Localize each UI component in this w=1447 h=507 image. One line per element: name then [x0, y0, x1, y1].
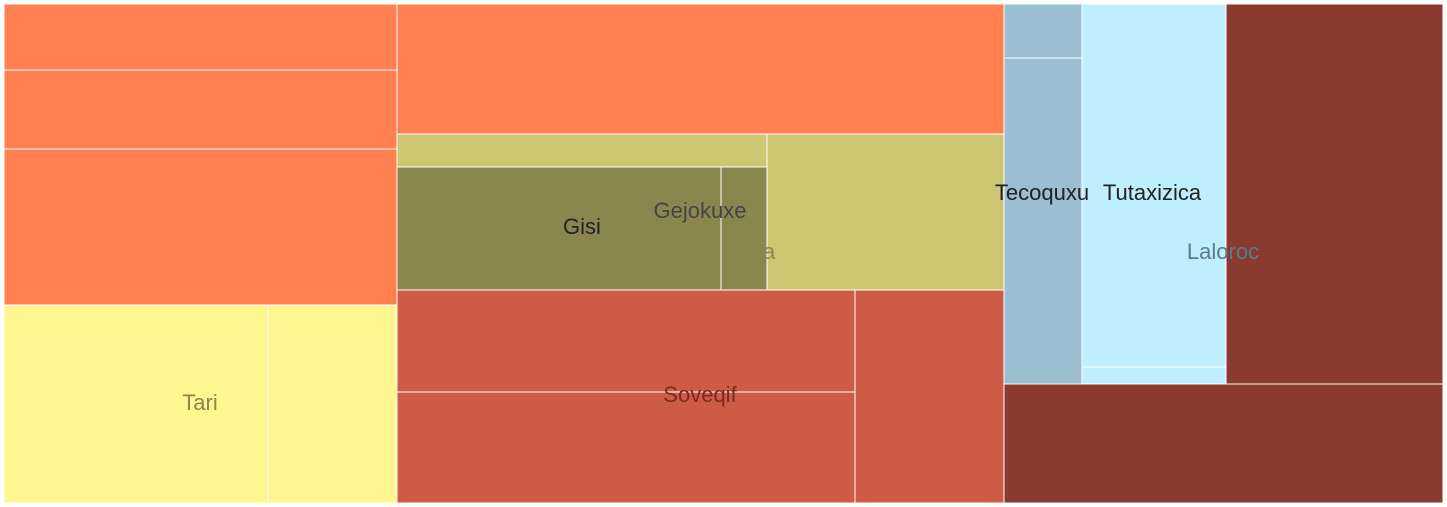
treemap-tile-tutaxizica-1 [1081, 3, 1227, 368]
treemap-tile-gejokuxe-1 [720, 166, 768, 291]
treemap-tiles [3, 3, 1444, 504]
treemap-tile-laloroc-2 [1003, 383, 1444, 504]
treemap-tile-unlabeled-1 [3, 3, 398, 71]
treemap-label-tutaxizica: Tutaxizica [1103, 180, 1202, 205]
treemap-label-gisi: Gisi [563, 214, 601, 239]
treemap-tile-laloroc-1 [1225, 3, 1444, 385]
treemap-tile-unlabeled-2 [3, 69, 398, 150]
treemap-tile-tecoquxu-1 [1003, 3, 1083, 59]
treemap-tile-tecoquxu-2 [1003, 57, 1083, 385]
treemap-label-laloroc: Laloroc [1187, 239, 1259, 264]
treemap-tile-tari-2 [267, 304, 398, 504]
treemap-label-soveqif: Soveqif [663, 382, 737, 407]
treemap-tile-tutaxizica-2 [1081, 366, 1227, 385]
treemap-label-gejokuxe: Gejokuxe [654, 198, 747, 223]
treemap-label-tecoquxu: Tecoquxu [995, 180, 1089, 205]
treemap-label-tari: Tari [182, 390, 217, 415]
treemap-tile-tari-1 [3, 304, 269, 504]
treemap-tile-soveqif-3 [854, 289, 1005, 504]
treemap-tile-soveqif-2 [396, 391, 856, 504]
treemap-tile-hucumopa-1 [396, 133, 768, 168]
treemap-tile-unlabeled-4 [396, 3, 1005, 135]
treemap-tile-gisi-1 [396, 166, 722, 291]
treemap-tile-soveqif-1 [396, 289, 856, 393]
treemap-tile-unlabeled-3 [3, 148, 398, 306]
treemap-tile-hucumopa-2 [766, 133, 1005, 291]
treemap-label-hucumopa: Hucumopa [669, 239, 776, 264]
treemap-labels: Tari Hucumopa Gisi Gejokuxe Soveqif Tecoquxu T… [182, 180, 1259, 415]
